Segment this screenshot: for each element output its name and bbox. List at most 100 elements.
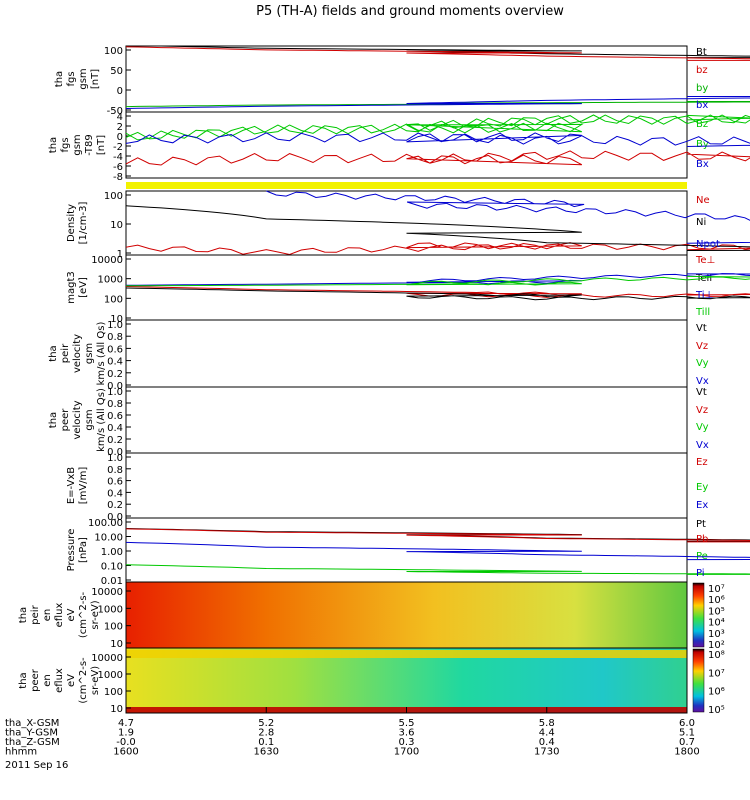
y-tick-label: 0.4 [107,357,123,368]
y-axis-label: peir [60,343,71,363]
y-axis-label: Pressure [66,529,77,572]
y-tick-label: 10 [110,639,123,650]
legend-entry: Bz [696,119,708,130]
legend-entry: Ex [696,500,708,511]
panel-pressure: 100.00 10.00 1.00 0.10 0.01 Pressure [nPa] Pt Pb… [66,517,750,587]
x-axis-value: 5.2 [258,718,274,729]
x-axis-value: 5.1 [679,728,695,739]
y-axis-label: fgs [66,71,77,86]
x-axis-value: 0.7 [679,737,695,748]
y-axis-label: sr-eV) [90,600,101,629]
x-axis: tha_X-GSM 4.7 5.2 5.5 5.8 6.0 tha_Y-GSM 1.9 2.8 3… [5,707,700,771]
legend-entry: Vy [696,422,709,433]
y-tick-label: 2 [117,122,123,133]
y-axis-label: [nT] [96,135,107,155]
colorbar-label: 10³ [708,629,725,640]
series-line-By [125,114,750,141]
series-line-Ti⊥ [125,273,750,286]
y-tick-label: 10 [110,314,123,325]
legend-entry: bx [696,100,708,111]
y-tick-label: 1000 [98,604,123,615]
y-axis-label: [nPa] [78,537,89,563]
y-tick-label: 1 [117,249,123,260]
y-tick-label: 100.00 [88,518,123,529]
y-axis-label: gsm [84,343,95,364]
spectrogram-peir-en-eflux: 10000 1000 100 10 tha peir en eflux eV (cm^2-s-sr… [18,581,725,651]
panel-frame [125,452,688,519]
y-axis-label: [nT] [90,69,101,89]
y-tick-label: -4 [113,152,123,163]
y-tick-label: 0.2 [107,435,123,446]
y-tick-label: 0.01 [101,576,123,587]
legend-entry: Te⊥ [695,255,715,266]
y-axis-label: velocity [72,400,83,439]
y-tick-label: 10000 [91,255,123,266]
y-tick-label: 10000 [91,653,123,664]
y-axis-label: peir [30,604,41,624]
series-line-bz [125,46,750,61]
x-axis-value: 4.4 [539,728,555,739]
x-axis-value: 2.8 [258,728,274,739]
legend-entry: Bt [696,47,707,58]
y-axis-label: tha [18,672,29,688]
panel-frame [125,386,688,454]
panel-peir-velocity: 1.00.80.6 0.40.20.0 tha peir velocity gsm km/s… [48,319,709,392]
colorbar-label: 10² [708,640,725,651]
y-tick-label: 100 [104,46,123,57]
legend-entry: Bx [696,159,709,170]
y-tick-label: 1.0 [107,387,123,398]
x-axis-value: 1700 [394,747,419,758]
y-axis-label: tha [48,412,59,428]
y-tick-label: 100 [104,294,123,305]
y-tick-label: 0.8 [107,399,123,410]
y-tick-label: 10 [110,220,123,231]
colorbar-label: 10⁸ [708,650,725,661]
x-axis-value: 4.7 [118,718,134,729]
plot-title: P5 (TH-A) fields and ground moments over… [256,4,564,19]
y-axis-label: [mV/m] [78,467,89,505]
colorbar-label: 10⁴ [708,618,725,629]
y-tick-label: -2 [113,142,123,153]
panel-fgs-t89: 420-2-4-6-8 tha fgs gsm -T89 [nT] Bz By Bx [48,111,750,189]
x-axis-row-label: tha_Y-GSM [5,728,58,739]
x-axis-row-label: tha_X-GSM [5,718,59,729]
legend-entry: Vt [696,387,707,398]
x-axis-value: 0.4 [539,737,555,748]
y-axis-label: gsm [72,134,83,155]
y-tick-label: 1.0 [107,453,123,464]
y-axis-label: [1/cm-3] [78,202,89,245]
y-tick-label: 0.8 [107,465,123,476]
y-tick-label: 10000 [91,587,123,598]
legend-entry: Vx [696,376,709,387]
legend-entry: Ey [696,482,708,493]
y-tick-label: 0.4 [107,488,123,499]
y-axis-label: peer [60,408,71,432]
y-tick-label: 0.2 [107,500,123,511]
x-axis-value: 5.8 [539,718,555,729]
y-tick-label: 0.0 [107,512,123,523]
y-axis-label: tha [48,345,59,361]
panel-frame [125,517,688,583]
x-axis-value: 1630 [254,747,279,758]
spectrogram-band [126,650,687,658]
colorbar-label: 10⁵ [708,606,725,617]
x-axis-value: 0.3 [399,737,415,748]
y-tick-label: 50 [110,66,123,77]
y-axis-label: velocity [72,334,83,373]
legend-entry: Ti⊥ [695,290,713,301]
y-axis-label: magt3 [66,271,77,304]
y-axis-label: km/s (All Qs) [96,388,107,452]
y-axis-label: Density [66,204,77,242]
x-axis-value: 1600 [113,747,138,758]
colorbar-label: 10⁶ [708,595,725,606]
series-line-bz_red [125,150,750,166]
y-tick-label: 10 [110,704,123,715]
y-axis-label: en [42,609,53,622]
legend-entry: Pi [696,568,705,579]
y-tick-label: -6 [113,162,123,173]
colorbar-label: 10⁶ [708,687,725,698]
legend-entry: Pt [696,519,706,530]
